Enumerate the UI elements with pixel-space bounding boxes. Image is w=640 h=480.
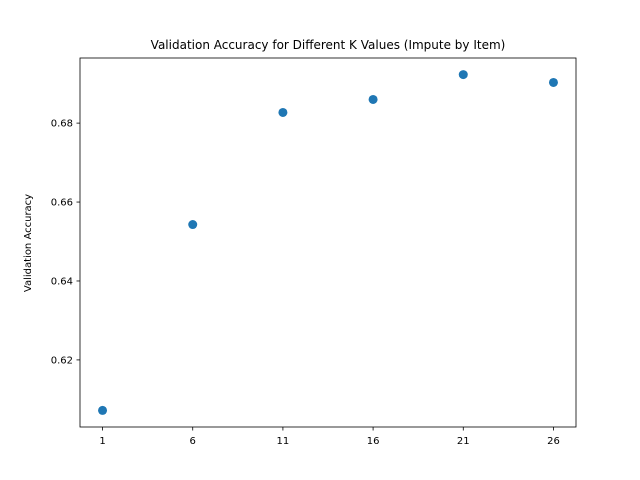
- data-point: [188, 220, 198, 230]
- y-axis-title: Validation Accuracy: [23, 194, 34, 292]
- data-point: [278, 107, 288, 117]
- x-tick-label: 16: [367, 436, 380, 447]
- x-tick-label: 6: [190, 436, 196, 447]
- y-tick-label: 0.68: [51, 119, 73, 130]
- chart-title: Validation Accuracy for Different K Valu…: [151, 38, 506, 52]
- data-point: [98, 405, 108, 415]
- y-tick-label: 0.66: [51, 198, 73, 209]
- x-tick-label: 26: [547, 436, 560, 447]
- x-tick-label: 11: [277, 436, 290, 447]
- data-point: [548, 77, 558, 87]
- data-point: [458, 70, 468, 80]
- axes-frame: [79, 57, 577, 428]
- y-tick-label: 0.62: [51, 355, 73, 366]
- data-point: [368, 94, 378, 104]
- x-tick-label: 1: [99, 436, 105, 447]
- x-tick-label: 21: [457, 436, 470, 447]
- plot-area: 1 6 11 16 21 260.620.640.660.68: [51, 57, 577, 447]
- y-tick-label: 0.64: [51, 276, 73, 287]
